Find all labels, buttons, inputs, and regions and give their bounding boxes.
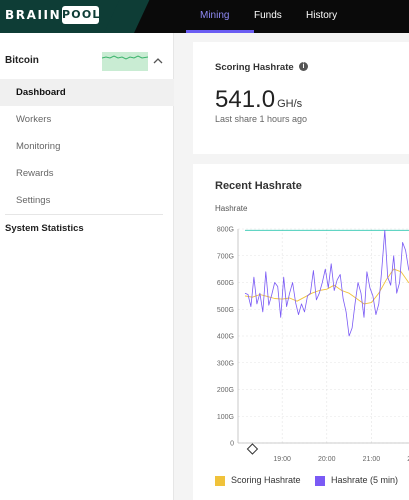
y-tick-label: 700G <box>217 253 234 260</box>
legend-scoring-hashrate[interactable]: Scoring Hashrate <box>215 474 301 488</box>
y-tick-label: 800G <box>217 227 234 234</box>
series-hashrate-5min <box>244 229 409 337</box>
x-tick-label: 21:00 <box>363 456 381 463</box>
y-tick-label: 500G <box>217 307 234 314</box>
recent-hashrate-card: Recent Hashrate Hashrate <box>193 164 409 500</box>
x-tick-label: 19:00 <box>273 456 291 463</box>
nav-history[interactable]: History <box>306 10 338 21</box>
legend-label-scoring: Scoring Hashrate <box>231 475 301 485</box>
sidebar-item-dashboard[interactable]: Dashboard <box>0 79 174 106</box>
logo-slant-shape <box>104 0 150 33</box>
legend-swatch-scoring <box>215 475 225 486</box>
hashrate-number: 541.0 <box>215 86 276 113</box>
nav-mining[interactable]: Mining <box>200 10 230 21</box>
legend-label-hashrate: Hashrate (5 min) <box>331 475 399 485</box>
y-tick-label: 100G <box>217 414 234 421</box>
logo-badge: POOL <box>62 6 99 24</box>
sparkline-chart <box>102 52 148 71</box>
series-scoring-hashrate <box>244 268 409 305</box>
top-navigation-bar: BRAIINS POOL Mining Funds History <box>0 0 409 33</box>
y-tick-label: 0 <box>230 441 234 448</box>
hashrate-unit: GH/s <box>277 98 303 110</box>
sidebar: Bitcoin Dashboard Workers Monitoring Rew… <box>0 33 174 500</box>
sidebar-item-workers[interactable]: Workers <box>16 114 52 125</box>
y-tick-label: 300G <box>217 360 234 367</box>
legend-swatch-hashrate <box>315 475 325 486</box>
last-share-text: Last share 1 hours ago <box>215 114 308 124</box>
x-tick-label: 20:00 <box>318 456 336 463</box>
hashrate-chart[interactable]: 800G 700G 600G 500G 400G 300G 200G 100G 0 19:00 20… <box>193 215 409 470</box>
scoring-hashrate-value: 541.0 GH/s <box>215 86 302 114</box>
sidebar-coin-title: Bitcoin <box>5 55 39 66</box>
nav-funds[interactable]: Funds <box>254 10 282 21</box>
scoring-hashrate-title: Scoring Hashrate <box>215 62 294 73</box>
y-tick-label: 600G <box>217 280 234 287</box>
info-icon[interactable]: i <box>299 62 308 71</box>
y-tick-label: 200G <box>217 387 234 394</box>
y-axis-label: Hashrate <box>215 204 248 213</box>
sidebar-item-monitoring[interactable]: Monitoring <box>16 141 61 152</box>
logo-text: BRAIINS <box>5 8 72 22</box>
legend-hashrate-5min[interactable]: Hashrate (5 min) <box>315 474 398 488</box>
logo[interactable]: BRAIINS POOL <box>0 0 150 33</box>
y-tick-label: 400G <box>217 334 234 341</box>
chart-legend: Scoring Hashrate Hashrate (5 min) <box>193 474 409 488</box>
sidebar-divider <box>5 214 163 215</box>
x-tick-label: 22:00 <box>407 456 409 463</box>
recent-hashrate-title: Recent Hashrate <box>215 180 302 192</box>
sidebar-system-statistics[interactable]: System Statistics <box>5 223 84 234</box>
chevron-up-icon[interactable] <box>151 54 165 68</box>
sidebar-coin-header[interactable]: Bitcoin <box>0 45 174 79</box>
sidebar-item-settings[interactable]: Settings <box>16 195 51 206</box>
range-handle-diamond-icon <box>246 443 259 455</box>
scoring-hashrate-card: Scoring Hashrate i 541.0 GH/s Last share … <box>193 42 409 154</box>
sidebar-item-rewards[interactable]: Rewards <box>16 168 54 179</box>
nav-active-indicator <box>186 30 254 33</box>
